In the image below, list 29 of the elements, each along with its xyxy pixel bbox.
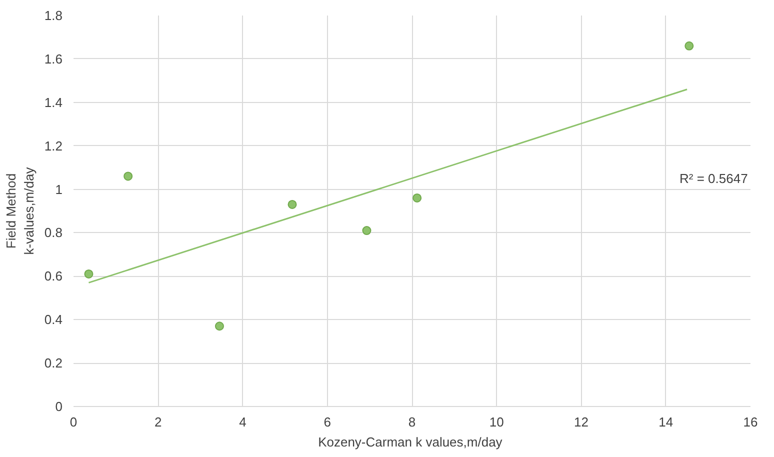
y-tick-label: 0.8 <box>44 225 63 240</box>
x-tick-label: 14 <box>658 414 674 430</box>
x-tick-label: 0 <box>70 414 78 430</box>
point <box>214 322 224 331</box>
y-tick-label: 0 <box>55 399 63 414</box>
y-tick-label: 1.8 <box>44 8 63 23</box>
x-tick-label: 12 <box>574 414 588 430</box>
point <box>288 200 297 209</box>
x-tick-label: 4 <box>239 414 246 430</box>
y-tick-label: 0.6 <box>44 268 63 284</box>
annotation: R² = 0.5647 <box>680 171 748 186</box>
point <box>362 226 372 236</box>
x-tick-label: 10 <box>489 414 504 430</box>
y-tick-label: 0.4 <box>44 312 63 328</box>
x-tick-label: 6 <box>324 414 331 430</box>
x-tick-label: 8 <box>408 414 416 430</box>
y-tick-label: 1.6 <box>44 51 63 66</box>
point <box>412 193 422 202</box>
x-tick-label: 16 <box>743 414 758 430</box>
point <box>124 172 133 181</box>
x-tick-label: 2 <box>154 414 162 430</box>
point <box>684 41 694 50</box>
y-tick-label: 0.2 <box>44 356 63 371</box>
y-axis-title: Field Method k-values,m/day <box>3 166 36 255</box>
x-axis-title: Kozeny-Carman k values,m/day <box>318 434 503 450</box>
point <box>84 270 94 278</box>
y-tick-label: 1 <box>55 182 63 197</box>
y-tick-label: 1.2 <box>44 138 63 154</box>
y-tick-label: 1.4 <box>44 94 63 110</box>
